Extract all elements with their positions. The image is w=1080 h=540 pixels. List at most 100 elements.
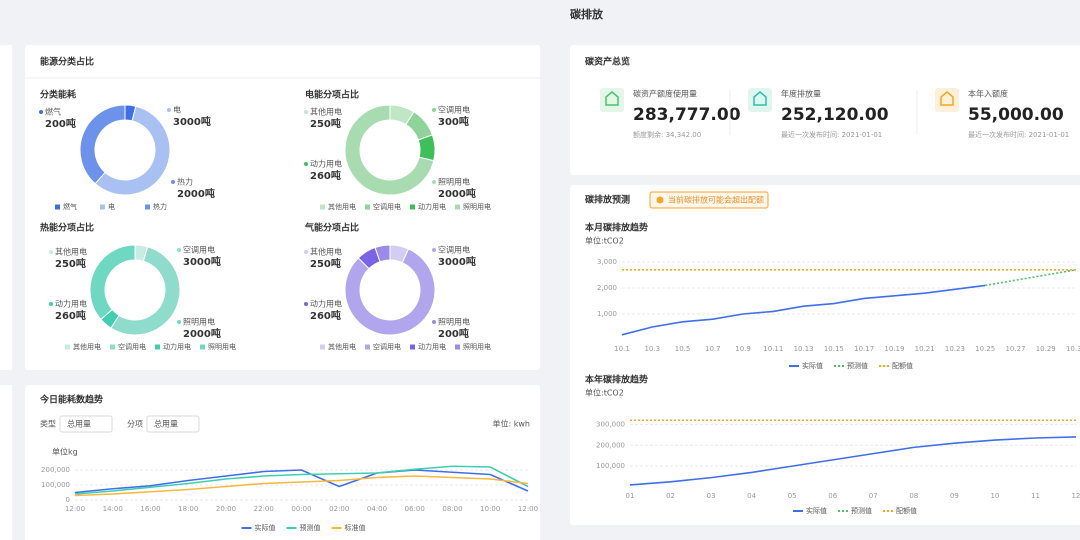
donut-title: 分类能耗 bbox=[40, 89, 76, 101]
segment-name: 动力用电 bbox=[55, 299, 87, 309]
legend-label: 预测值 bbox=[847, 361, 868, 370]
x-tick-label: 02 bbox=[666, 492, 675, 500]
kpi-icon-glyph bbox=[940, 91, 954, 106]
segment-name: 电 bbox=[173, 105, 181, 115]
x-tick-label: 10.29 bbox=[1036, 345, 1056, 353]
legend-swatch bbox=[365, 344, 370, 350]
alert-tag bbox=[649, 191, 769, 209]
segment-label: 260吨 bbox=[55, 309, 86, 322]
label-dot bbox=[432, 108, 436, 112]
x-tick-label: 11 bbox=[1031, 492, 1040, 500]
segment-name: 其他用电 bbox=[55, 247, 87, 257]
x-tick-label: 01 bbox=[626, 492, 635, 500]
segment-name: 空调用电 bbox=[438, 105, 470, 115]
x-tick-label: 12:00 bbox=[518, 505, 538, 513]
x-tick-label: 14:00 bbox=[103, 505, 123, 513]
x-tick-label: 06:00 bbox=[405, 505, 425, 513]
label-dot bbox=[171, 180, 175, 184]
legend-swatch bbox=[200, 344, 205, 350]
x-tick-label: 08 bbox=[909, 492, 918, 500]
label-dot bbox=[432, 320, 436, 324]
y-tick-label: 1,000 bbox=[597, 310, 617, 318]
x-tick-label: 06 bbox=[828, 492, 837, 500]
x-tick-label: 12 bbox=[1072, 492, 1080, 500]
donut-segment bbox=[374, 244, 391, 263]
card-title: 碳资产总览 bbox=[585, 56, 630, 68]
page-title: 碳排放 bbox=[570, 7, 604, 21]
legend-label: 其他用电 bbox=[73, 342, 101, 351]
x-tick-label: 10.25 bbox=[975, 345, 995, 353]
filter-label: 分项 bbox=[127, 420, 143, 429]
label-dot bbox=[49, 250, 53, 254]
y-tick-label: 0 bbox=[66, 496, 70, 504]
x-tick-label: 02:00 bbox=[329, 505, 349, 513]
forecast-card bbox=[570, 185, 1080, 525]
label-dot bbox=[432, 248, 436, 252]
x-tick-label: 10.27 bbox=[1005, 345, 1025, 353]
donut-title: 气能分项占比 bbox=[304, 222, 359, 234]
x-tick-label: 00:00 bbox=[291, 505, 311, 513]
unit: 单位kg bbox=[52, 447, 78, 457]
segment-name: 热力 bbox=[177, 177, 193, 187]
x-tick-label: 18:00 bbox=[178, 505, 198, 513]
segment-label: 250吨 bbox=[55, 257, 86, 270]
x-tick-label: 10.23 bbox=[945, 345, 965, 353]
x-tick-label: 03 bbox=[707, 492, 716, 500]
kpi-value: 283,777.00 bbox=[633, 105, 741, 125]
legend-swatch bbox=[410, 204, 415, 210]
kpi-sub: 最近一次发布时间: 2021-01-01 bbox=[781, 130, 882, 139]
legend-label: 实际值 bbox=[802, 361, 823, 370]
side-card bbox=[0, 45, 12, 370]
y-tick-label: 100,000 bbox=[596, 462, 625, 470]
x-tick-label: 10.21 bbox=[915, 345, 935, 353]
kpi-icon-glyph bbox=[753, 91, 767, 106]
label-dot bbox=[304, 162, 308, 166]
segment-name: 其他用电 bbox=[310, 107, 342, 117]
x-tick-label: 04 bbox=[747, 492, 756, 500]
kpi-icon-glyph bbox=[605, 91, 619, 106]
select[interactable] bbox=[59, 415, 113, 433]
series-line bbox=[74, 469, 529, 494]
label-dot bbox=[177, 248, 181, 252]
x-tick-label: 10 bbox=[990, 492, 999, 500]
legend-swatch bbox=[155, 344, 160, 350]
donut-segment bbox=[344, 104, 435, 196]
trend-card bbox=[25, 385, 540, 540]
label-dot bbox=[304, 250, 308, 254]
legend-label: 照明用电 bbox=[463, 202, 491, 211]
donut-segment bbox=[89, 244, 136, 321]
segment-name: 空调用电 bbox=[183, 245, 215, 255]
chart-title: 本月碳排放趋势 bbox=[585, 222, 648, 234]
x-tick-label: 22:00 bbox=[254, 505, 274, 513]
x-tick-label: 10.9 bbox=[735, 345, 751, 353]
segment-name: 动力用电 bbox=[310, 299, 342, 309]
kpi-icon bbox=[935, 88, 959, 112]
unit: 单位: kwh bbox=[493, 419, 530, 429]
select[interactable] bbox=[146, 415, 200, 433]
unit: 单位:tCO2 bbox=[585, 388, 624, 398]
x-tick-label: 12:00 bbox=[65, 505, 85, 513]
x-tick-label: 10.19 bbox=[884, 345, 904, 353]
legend-label: 预测值 bbox=[300, 523, 321, 532]
legend-label: 实际值 bbox=[806, 506, 827, 515]
segment-label: 250吨 bbox=[310, 117, 341, 130]
label-dot bbox=[304, 302, 308, 306]
legend-label: 动力用电 bbox=[418, 202, 446, 211]
legend-swatch bbox=[455, 204, 460, 210]
segment-label: 3000吨 bbox=[173, 115, 211, 128]
legend-swatch bbox=[145, 204, 150, 210]
segment-label: 250吨 bbox=[310, 257, 341, 270]
series-line bbox=[74, 475, 529, 497]
y-tick-label: 200,000 bbox=[596, 441, 625, 449]
asset-card bbox=[570, 45, 1080, 175]
label-dot bbox=[49, 302, 53, 306]
segment-label: 260吨 bbox=[310, 169, 341, 182]
segment-label: 260吨 bbox=[310, 309, 341, 322]
legend-label: 照明用电 bbox=[463, 342, 491, 351]
legend-label: 动力用电 bbox=[163, 342, 191, 351]
kpi-value: 252,120.00 bbox=[781, 105, 889, 125]
label-dot bbox=[167, 108, 171, 112]
segment-name: 其他用电 bbox=[310, 247, 342, 257]
label-dot bbox=[177, 320, 181, 324]
legend-label: 照明用电 bbox=[208, 342, 236, 351]
